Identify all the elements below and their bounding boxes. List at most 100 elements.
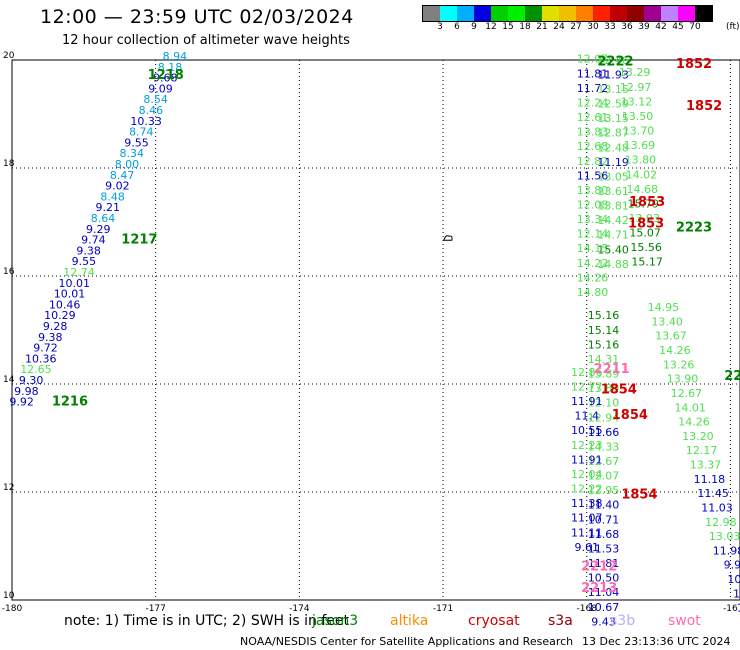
wave-height-value: 12.82 bbox=[577, 155, 609, 168]
color-swatch bbox=[644, 6, 661, 21]
wave-height-value: 9.30 bbox=[19, 374, 44, 387]
color-scale-label: 33 bbox=[604, 22, 616, 32]
color-scale-label: 6 bbox=[454, 22, 460, 32]
wave-height-value: 8.46 bbox=[139, 104, 164, 117]
wave-height-value: 8.34 bbox=[119, 147, 144, 160]
wave-height-value: 13.15 bbox=[597, 112, 629, 125]
wave-height-value: 13.69 bbox=[624, 139, 656, 152]
wave-height-value: 14.42 bbox=[597, 214, 629, 227]
wave-height-value: 9.55 bbox=[124, 136, 149, 149]
wave-height-value: 15.14 bbox=[588, 324, 620, 337]
wave-height-value: 11.18 bbox=[694, 473, 726, 486]
wave-height-value: 13.61 bbox=[597, 185, 629, 198]
wave-height-value: 11.91 bbox=[571, 395, 603, 408]
pass-time-label: 1854 bbox=[601, 383, 637, 398]
wave-height-value: 12.07 bbox=[577, 53, 609, 66]
color-swatch bbox=[457, 6, 474, 21]
wave-height-value: 10.46 bbox=[49, 298, 81, 311]
wave-height-value: 8.18 bbox=[158, 61, 183, 74]
wave-height-value: 10.55 bbox=[571, 424, 603, 437]
wave-height-value: 12.74 bbox=[63, 266, 95, 279]
color-scale-label: 36 bbox=[621, 22, 633, 32]
color-swatch bbox=[423, 6, 440, 21]
wave-height-value: 13.89 bbox=[588, 368, 620, 381]
wave-height-value: 11.56 bbox=[577, 169, 609, 182]
mission-legend-s3b: s3b bbox=[610, 613, 636, 629]
wave-height-value: 12.61 bbox=[577, 111, 609, 124]
wave-height-value: 9.38 bbox=[76, 244, 101, 257]
wave-height-value: 11.98 bbox=[713, 544, 740, 557]
wave-height-value: 8.94 bbox=[163, 50, 188, 63]
wave-height-value: 14.88 bbox=[597, 258, 629, 271]
color-scale-label: 24 bbox=[553, 22, 565, 32]
color-scale-unit: (ft) bbox=[726, 22, 740, 32]
pass-time-label: 1854 bbox=[621, 487, 657, 502]
wave-height-value: 13.40 bbox=[651, 315, 683, 328]
wave-height-value: 10.67 bbox=[588, 601, 620, 614]
wave-height-value: 13.81 bbox=[597, 200, 629, 213]
wave-height-value: 8.47 bbox=[110, 169, 135, 182]
wave-height-value: 11.03 bbox=[701, 501, 733, 514]
wave-height-value: 9.09 bbox=[148, 82, 173, 95]
wave-height-value: 12.95 bbox=[588, 484, 620, 497]
wave-height-value: 12.65 bbox=[20, 363, 52, 376]
pass-time-label: 1218 bbox=[148, 68, 184, 83]
wave-height-value: 12.14 bbox=[577, 228, 609, 241]
pass-time-label: 1217 bbox=[121, 233, 157, 248]
color-swatch bbox=[542, 6, 559, 21]
lat-tick-label: 14 bbox=[3, 375, 15, 385]
wave-height-value: 13.29 bbox=[619, 66, 651, 79]
pass-time-label: 1853 bbox=[628, 216, 664, 231]
wave-height-value: 13.67 bbox=[655, 330, 687, 343]
color-scale-label: 30 bbox=[587, 22, 599, 32]
color-swatch bbox=[610, 6, 627, 21]
lon-tick-label: -174 bbox=[289, 604, 310, 614]
wave-height-value: 13.93 bbox=[628, 212, 660, 225]
color-swatch bbox=[491, 6, 508, 21]
wave-height-value: 10.50 bbox=[588, 572, 620, 585]
lat-tick-label: 18 bbox=[3, 159, 15, 169]
wave-height-value: 13.50 bbox=[622, 110, 654, 123]
wave-height-value: 15.56 bbox=[630, 241, 662, 254]
wave-height-value: 14.80 bbox=[577, 286, 609, 299]
wave-height-value: 13.90 bbox=[667, 373, 699, 386]
color-swatch bbox=[474, 6, 491, 21]
color-scale-label: 45 bbox=[672, 22, 684, 32]
wave-height-value: 8.64 bbox=[91, 212, 116, 225]
wave-height-value: 11.66 bbox=[588, 426, 620, 439]
wave-height-value: 10.36 bbox=[25, 352, 57, 365]
wave-height-value: 13.83 bbox=[577, 126, 609, 139]
wave-height-value: 9.61 bbox=[574, 541, 599, 554]
wave-height-value: 12.04 bbox=[571, 468, 603, 481]
wave-height-value: 14.22 bbox=[577, 257, 609, 270]
wave-height-value: 8.48 bbox=[100, 190, 125, 203]
wave-height-value: 15.16 bbox=[588, 338, 620, 351]
wave-height-value: 9.98 bbox=[14, 385, 39, 398]
generation-timestamp: 13 Dec 23:13:36 UTC 2024 bbox=[582, 635, 731, 648]
lon-tick-label: -168 bbox=[577, 604, 598, 614]
wave-height-value: 14.26 bbox=[659, 344, 691, 357]
mission-legend-s3a: s3a bbox=[548, 613, 573, 629]
wave-height-value: 11.07 bbox=[571, 512, 603, 525]
pass-time-label: 1852 bbox=[676, 57, 712, 72]
pass-time-label: 2213 bbox=[581, 581, 617, 596]
wave-height-value: 10 bbox=[733, 587, 740, 600]
wave-height-value: 9.92 bbox=[9, 396, 34, 409]
wave-height-value: 11.38 bbox=[571, 497, 603, 510]
wave-height-value: 12.98 bbox=[705, 516, 737, 529]
wave-height-value: 13.37 bbox=[690, 459, 722, 472]
wave-height-value: 13.34 bbox=[577, 213, 609, 226]
lat-tick-label: 16 bbox=[3, 267, 15, 277]
color-scale-label: 9 bbox=[471, 22, 477, 32]
wave-height-value: 13.12 bbox=[621, 95, 653, 108]
wave-height-value: 11.45 bbox=[697, 487, 729, 500]
wave-height-value: 11.53 bbox=[588, 542, 620, 555]
pass-time-label: 1853 bbox=[629, 195, 665, 210]
lat-tick-label: 12 bbox=[3, 483, 14, 493]
wave-height-value: 13.15 bbox=[597, 83, 629, 96]
wave-height-value: 13.03 bbox=[709, 530, 740, 543]
wave-height-value: 15.40 bbox=[597, 243, 629, 256]
wave-height-value: 11.68 bbox=[588, 528, 620, 541]
wave-height-value: 13.80 bbox=[625, 154, 657, 167]
